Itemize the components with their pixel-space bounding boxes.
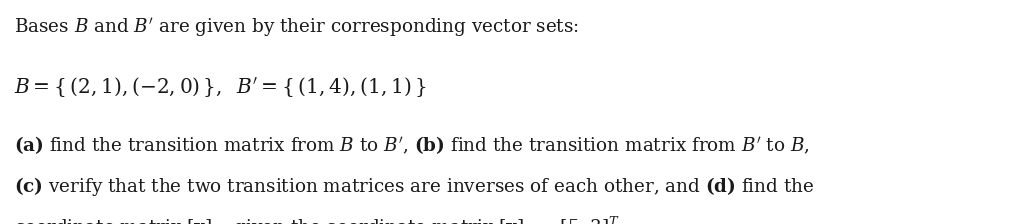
Text: $B = \{\,(2,1),(-2,0)\,\},\;\; B' = \{\,(1,4),(1,1)\,\}$: $B = \{\,(2,1),(-2,0)\,\},\;\; B' = \{\,… bbox=[14, 76, 427, 100]
Text: Bases $B$ and $B'$ are given by their corresponding vector sets:: Bases $B$ and $B'$ are given by their co… bbox=[14, 16, 580, 39]
Text: $\mathbf{(a)}$ find the transition matrix from $B$ to $B'$, $\mathbf{(b)}$ find : $\mathbf{(a)}$ find the transition matri… bbox=[14, 134, 810, 156]
Text: coordinate matrix $[\mathbf{x}]_B$, given the coordinate matrix $[\mathbf{x}]_{B: coordinate matrix $[\mathbf{x}]_B$, give… bbox=[14, 215, 621, 224]
Text: $\mathbf{(c)}$ verify that the two transition matrices are inverses of each othe: $\mathbf{(c)}$ verify that the two trans… bbox=[14, 175, 815, 198]
